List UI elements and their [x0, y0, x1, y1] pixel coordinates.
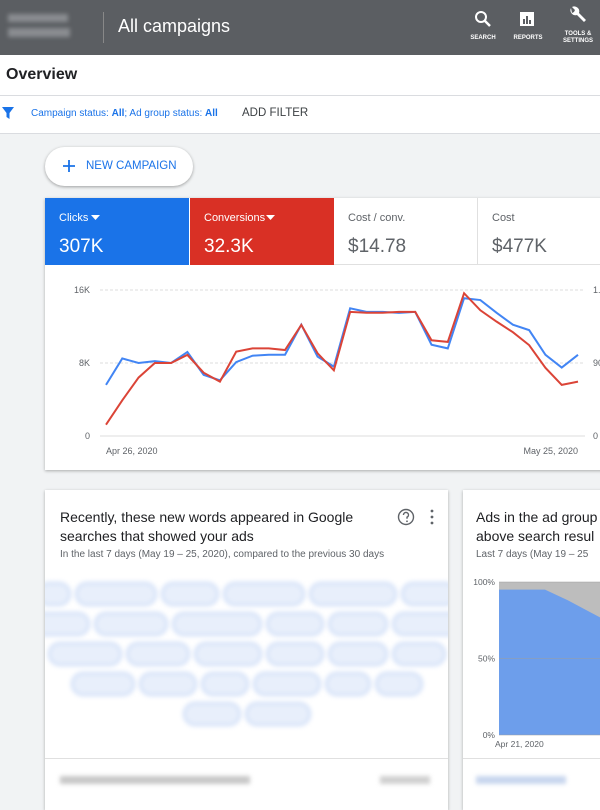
card-title: Recently, these new words appeared in Go…	[60, 509, 354, 544]
metric-label: Cost	[492, 212, 515, 224]
y-tick-label: 8K	[79, 358, 90, 368]
blurred-word	[310, 584, 395, 604]
metric-tile[interactable]: Cost / conv. $14.78	[334, 198, 478, 265]
blurred-word	[267, 644, 322, 664]
blurred-word	[95, 614, 166, 634]
card-subtitle: In the last 7 days (May 19 – 25, 2020), …	[60, 549, 385, 560]
blurred-word	[173, 614, 260, 634]
overview-bar: Overview	[0, 55, 600, 96]
metric-tile[interactable]: Conversions 32.3K	[190, 198, 334, 265]
blurred-word	[49, 644, 120, 664]
tools-icon[interactable]	[568, 5, 586, 23]
new-words-card: Recently, these new words appeared in Go…	[45, 490, 448, 810]
divider	[45, 758, 448, 759]
word-cloud	[45, 490, 448, 810]
nav-label[interactable]: SEARCH	[470, 35, 496, 41]
ads-position-card: Ads in the ad group above search resul La…	[463, 490, 600, 810]
y-tick-label: 50%	[478, 654, 495, 664]
metric-value: 32.3K	[204, 236, 254, 257]
line-chart: 0 8K 16K 0 900 1.8K Apr 26, 2020 May 25, 2020	[74, 285, 600, 456]
y2-tick-label: 1.8K	[593, 285, 600, 295]
blurred-word	[267, 614, 322, 634]
filter-text: Campaign status:	[31, 108, 112, 119]
pager-blur[interactable]	[380, 776, 430, 784]
blurred-word	[326, 674, 369, 694]
overview-title: Overview	[6, 66, 78, 83]
account-blur	[8, 14, 68, 22]
dropdown-icon	[91, 215, 100, 220]
blurred-word	[246, 704, 309, 724]
card-title-line: Ads in the ad group	[476, 509, 598, 525]
blurred-word	[254, 674, 319, 694]
metric-tile[interactable]: Clicks 307K	[45, 198, 189, 265]
metric-value: $477K	[492, 236, 547, 257]
blurred-word	[393, 614, 448, 634]
filter-icon[interactable]	[2, 107, 14, 119]
top-bar: All campaigns SEARCH REPORTS TOOLS & SET…	[0, 0, 600, 55]
filter-value: All	[111, 108, 125, 119]
blurred-word	[376, 674, 421, 694]
blurred-word	[127, 644, 188, 664]
button-label: NEW CAMPAIGN	[86, 160, 177, 172]
blurred-word	[184, 704, 239, 724]
footer-blur	[60, 776, 250, 784]
account-blur[interactable]	[8, 28, 70, 37]
divider	[103, 12, 104, 43]
filter-bar: Campaign status: All; Ad group status: A…	[0, 96, 600, 134]
metric-label: Clicks	[59, 212, 89, 224]
blurred-word	[393, 644, 444, 664]
blurred-word	[76, 584, 155, 604]
page-title: All campaigns	[118, 16, 231, 36]
y-tick-label: 16K	[74, 285, 90, 295]
x-tick-label: Apr 26, 2020	[106, 446, 158, 456]
search-icon[interactable]	[474, 10, 492, 28]
y-tick-label: 0	[85, 431, 90, 441]
nav-label[interactable]: TOOLS & SETTINGS	[562, 31, 593, 44]
reports-icon[interactable]	[519, 11, 535, 27]
metric-tile[interactable]: Cost $477K	[478, 198, 600, 265]
y2-tick-label: 0	[593, 431, 598, 441]
x-tick-label: May 25, 2020	[523, 446, 578, 456]
plus-icon	[63, 160, 75, 172]
blurred-word	[202, 674, 247, 694]
add-filter[interactable]: ADD FILTER	[242, 107, 309, 119]
blurred-word	[195, 644, 260, 664]
metric-value: $14.78	[348, 236, 407, 257]
card-title: Ads in the ad group above search resul	[476, 508, 597, 546]
metric-value: 307K	[59, 236, 104, 257]
card-title-line: above search resul	[476, 528, 595, 544]
performance-card: Clicks 307K Conversions 32.3K Cost / conv.…	[45, 198, 600, 470]
area	[499, 589, 600, 735]
y-tick-label: 100%	[473, 577, 495, 587]
blurred-word	[329, 614, 386, 634]
filter-text: ; Ad group status:	[124, 108, 205, 119]
x-tick-label: Apr 21, 2020	[495, 739, 544, 749]
series-line	[105, 291, 579, 426]
blurred-word	[224, 584, 303, 604]
filter-value: All	[205, 108, 218, 119]
blurred-word	[329, 644, 386, 664]
blurred-word	[162, 584, 217, 604]
metric-label: Cost / conv.	[348, 212, 406, 224]
metric-label: Conversions	[204, 212, 266, 224]
card-subtitle: Last 7 days (May 19 – 25	[476, 549, 589, 560]
blurred-word	[402, 584, 448, 604]
y-tick-label: 0%	[483, 730, 496, 740]
footer-blur	[476, 776, 566, 784]
area-chart: 0% 50% 100% Apr 21, 2020	[473, 577, 600, 749]
blurred-word	[72, 674, 133, 694]
filter-status[interactable]: Campaign status: All; Ad group status: A…	[31, 108, 218, 119]
nav-label[interactable]: REPORTS	[513, 35, 543, 41]
blurred-word	[45, 584, 69, 604]
blurred-word	[45, 614, 88, 634]
blurred-word	[140, 674, 195, 694]
y2-tick-label: 900	[593, 358, 600, 368]
divider	[463, 758, 600, 759]
dropdown-icon	[266, 215, 275, 220]
card-icons[interactable]	[397, 508, 437, 526]
new-campaign-button[interactable]: NEW CAMPAIGN	[45, 147, 193, 186]
